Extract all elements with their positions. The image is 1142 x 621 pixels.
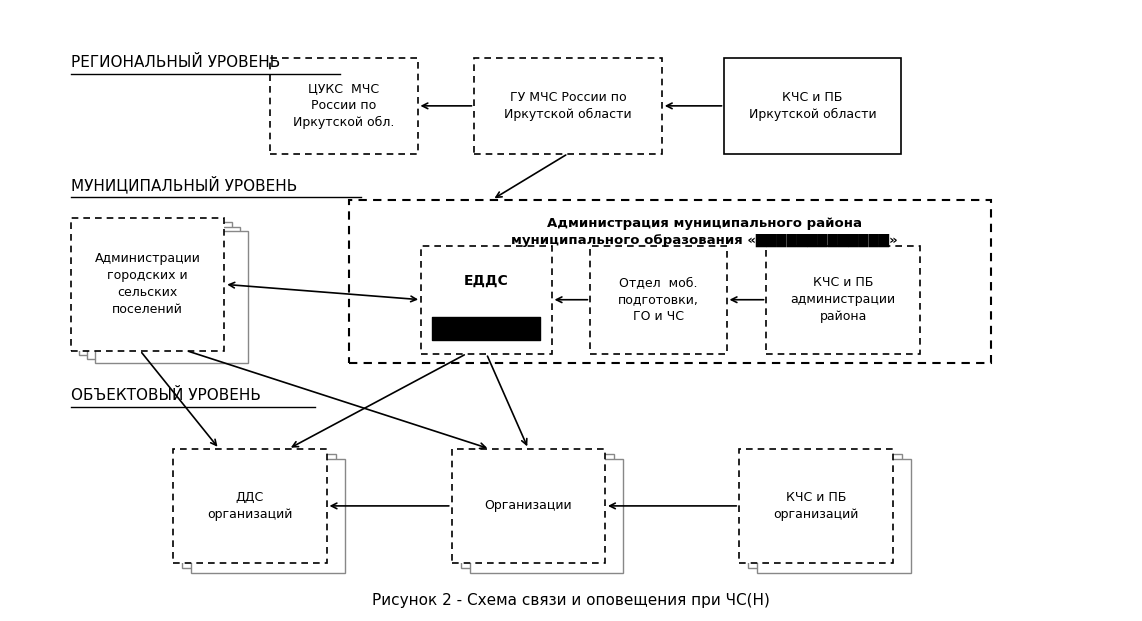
FancyBboxPatch shape [192,459,345,573]
FancyBboxPatch shape [174,449,327,563]
FancyBboxPatch shape [757,459,911,573]
FancyBboxPatch shape [183,454,336,568]
FancyBboxPatch shape [270,58,418,153]
FancyBboxPatch shape [739,449,893,563]
FancyBboxPatch shape [452,449,605,563]
Text: ЦУКС  МЧС
России по
Иркутской обл.: ЦУКС МЧС России по Иркутской обл. [293,83,394,129]
Text: Организации: Организации [484,499,572,512]
FancyBboxPatch shape [766,246,920,353]
FancyBboxPatch shape [474,58,662,153]
Text: МУНИЦИПАЛЬНЫЙ УРОВЕНЬ: МУНИЦИПАЛЬНЫЙ УРОВЕНЬ [71,176,297,194]
FancyBboxPatch shape [724,58,901,153]
FancyBboxPatch shape [349,200,991,363]
Text: ДДС
организаций: ДДС организаций [207,491,292,521]
FancyBboxPatch shape [460,454,614,568]
Text: КЧС и ПБ
организаций: КЧС и ПБ организаций [773,491,859,521]
FancyBboxPatch shape [79,222,232,355]
Text: Администрации
городских и
сельских
поселений: Администрации городских и сельских посел… [95,252,201,316]
Text: ОБЪЕКТОВЫЙ УРОВЕНЬ: ОБЪЕКТОВЫЙ УРОВЕНЬ [71,388,260,403]
Text: Рисунок 2 - Схема связи и оповещения при ЧС(Н): Рисунок 2 - Схема связи и оповещения при… [372,594,770,609]
FancyBboxPatch shape [748,454,902,568]
Text: ЕДДС: ЕДДС [464,273,508,288]
FancyBboxPatch shape [590,246,726,353]
FancyBboxPatch shape [71,218,224,350]
Text: Отдел  моб.
подготовки,
ГО и ЧС: Отдел моб. подготовки, ГО и ЧС [618,276,699,323]
Text: РЕГИОНАЛЬНЫЙ УРОВЕНЬ: РЕГИОНАЛЬНЫЙ УРОВЕНЬ [71,55,280,70]
Text: КЧС и ПБ
Иркутской области: КЧС и ПБ Иркутской области [749,91,876,121]
FancyBboxPatch shape [469,459,624,573]
Text: КЧС и ПБ
администрации
района: КЧС и ПБ администрации района [790,276,895,323]
Text: Администрация муниципального района
муниципального образования «█████████████»: Администрация муниципального района муни… [512,217,898,247]
Text: ГУ МЧС России по
Иркутской области: ГУ МЧС России по Иркутской области [505,91,632,121]
FancyBboxPatch shape [421,246,552,353]
FancyBboxPatch shape [95,231,248,363]
FancyBboxPatch shape [87,227,240,359]
